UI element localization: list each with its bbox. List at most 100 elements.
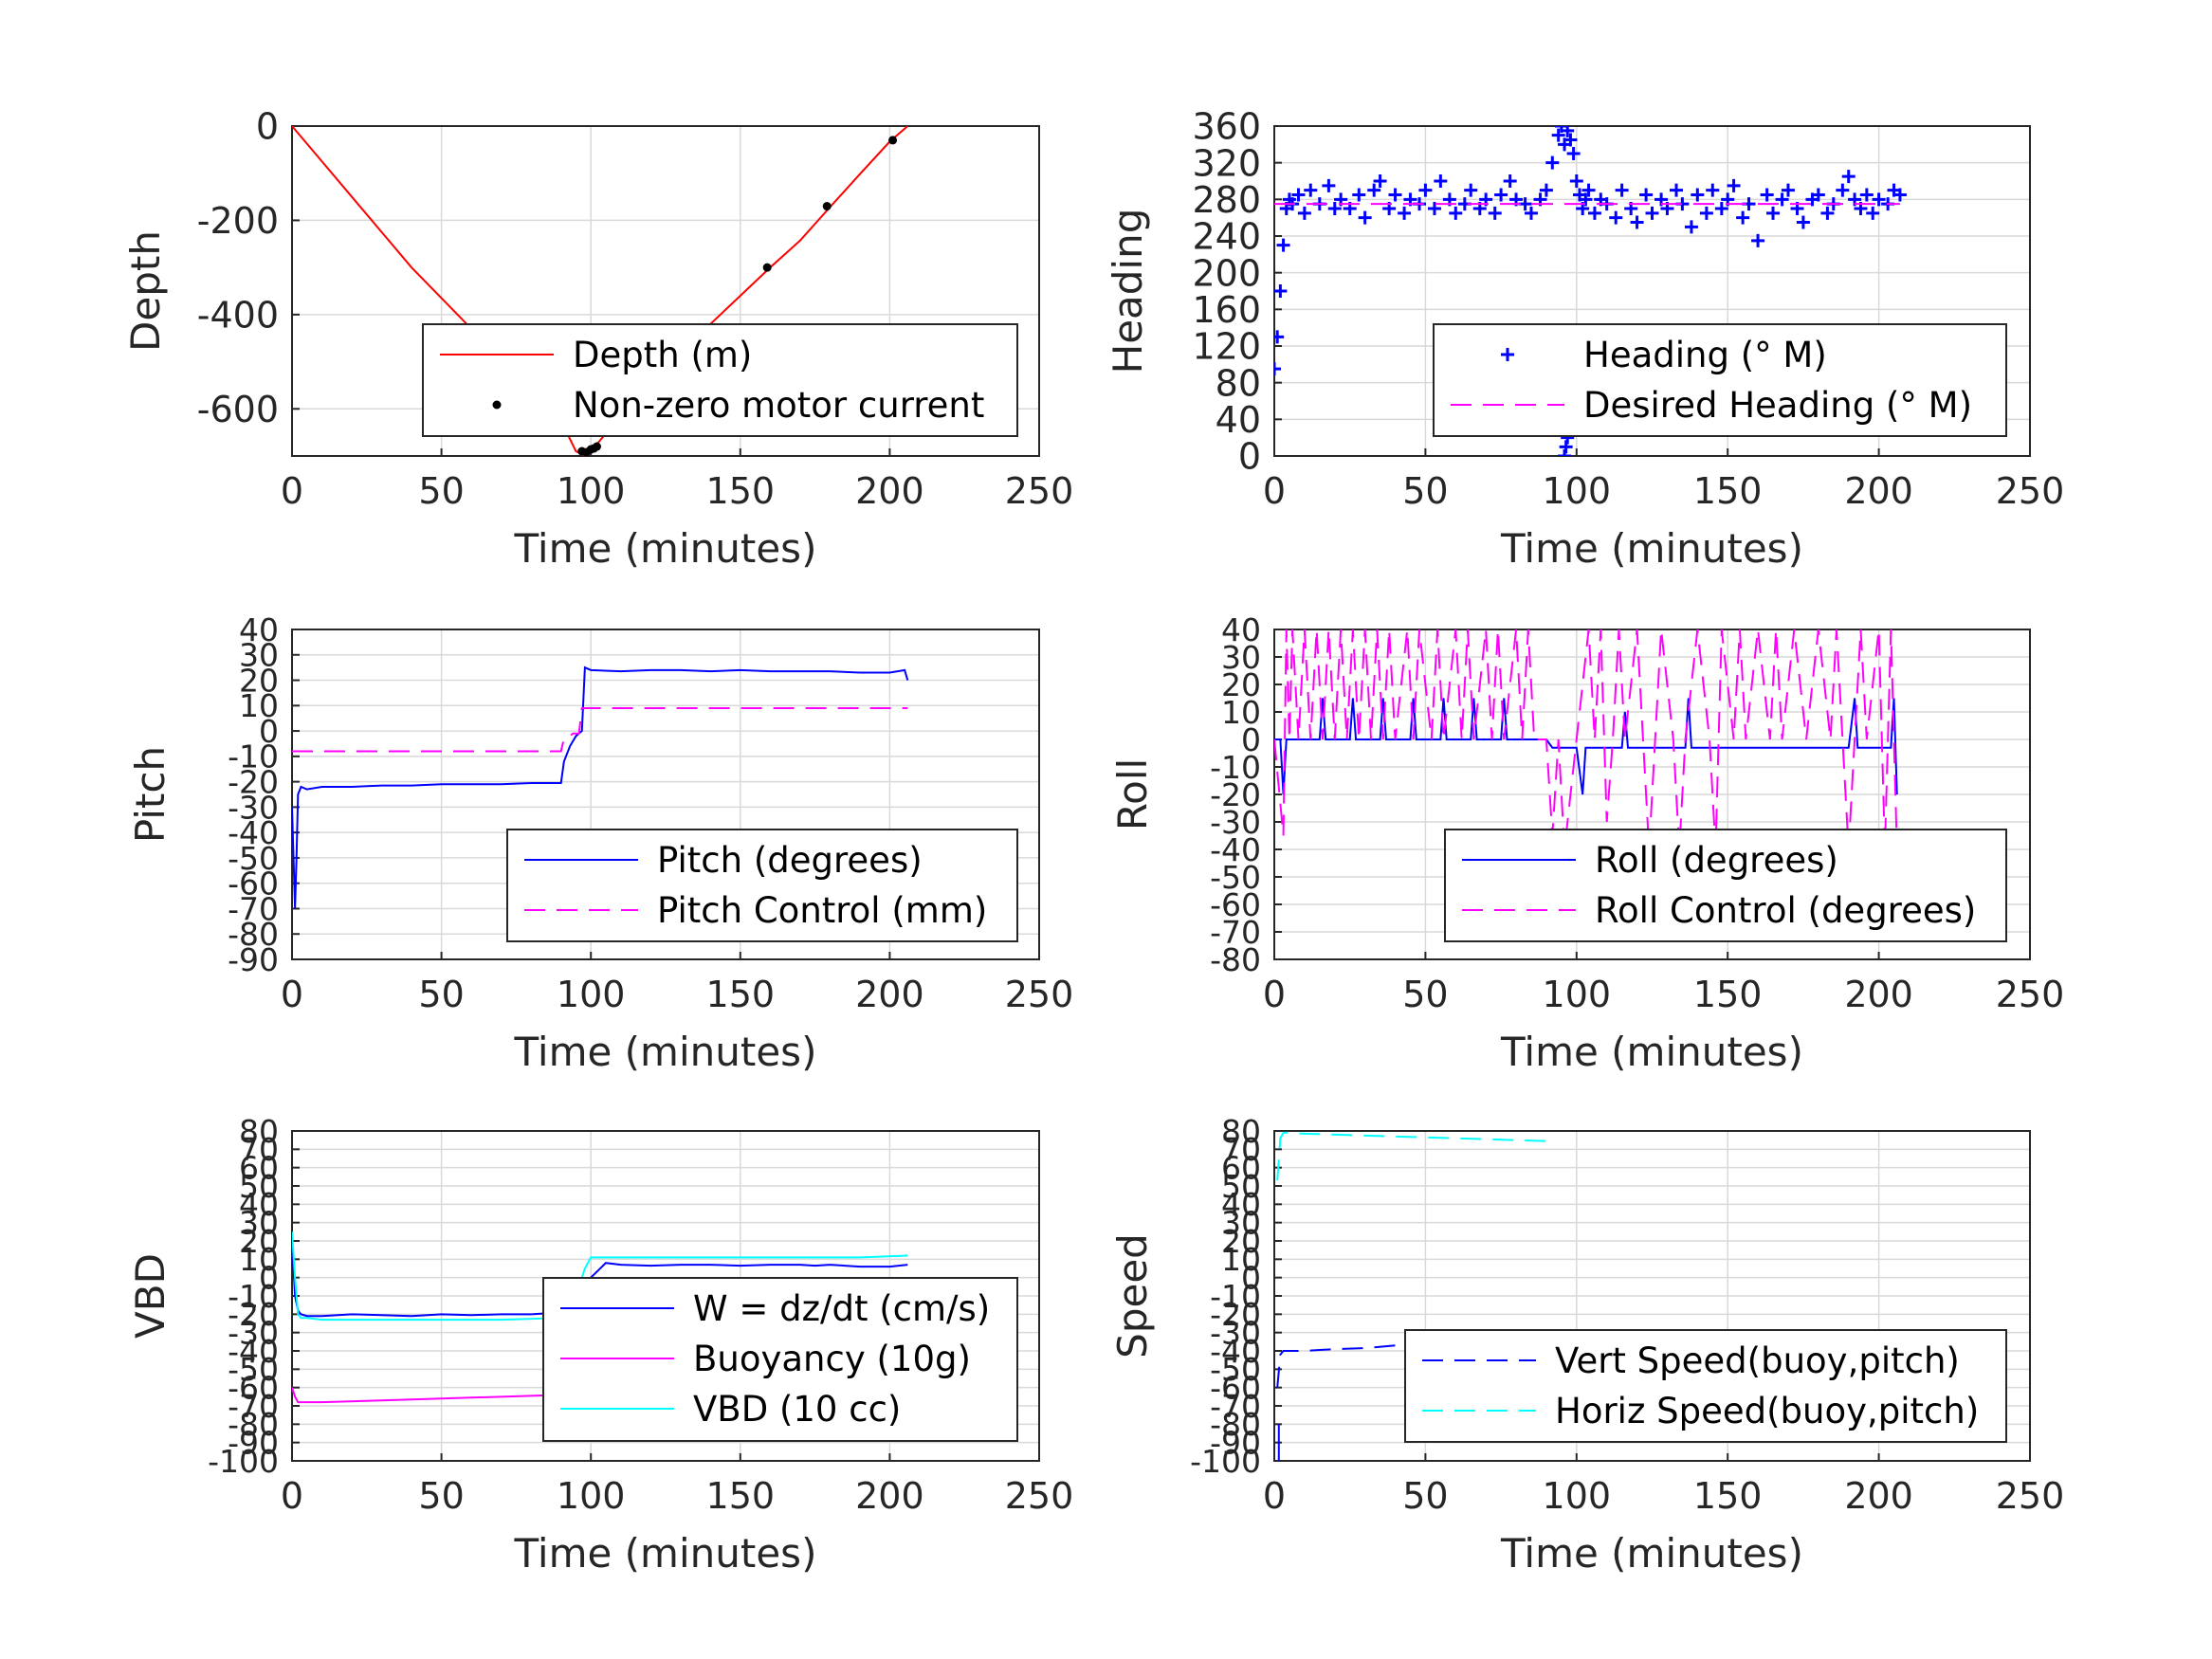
- x-tick-label: 250: [1005, 1475, 1074, 1517]
- y-tick-label: -50: [1210, 1351, 1261, 1388]
- legend-box: [1444, 829, 2007, 942]
- heading-m-point: [1503, 174, 1517, 188]
- x-tick-label: 100: [557, 974, 626, 1015]
- heading-m-point: [1820, 206, 1835, 220]
- y-tick-label: 20: [239, 1223, 279, 1260]
- x-tick-label: 0: [281, 1475, 303, 1517]
- heading-m-point: [1699, 206, 1713, 220]
- x-tick-label: 50: [1402, 1475, 1448, 1517]
- y-tick-label: 30: [1221, 1205, 1261, 1242]
- heading-m-point: [1464, 183, 1478, 197]
- non-zero-motor-current-point: [593, 442, 602, 451]
- heading-m-point: [1566, 147, 1581, 160]
- y-axis-label: Depth: [122, 230, 169, 352]
- heading-m-point: [1615, 183, 1629, 197]
- heading-m-point: [1609, 210, 1623, 225]
- legend-entry-label: Roll (degrees): [1595, 840, 1838, 881]
- heading-m-point: [1859, 188, 1874, 202]
- x-tick-label: 150: [1693, 470, 1763, 512]
- legend-entry-label: Heading (° M): [1583, 335, 1827, 375]
- y-tick-label: -90: [1210, 1425, 1261, 1462]
- legend-entry-label: Buoyancy (10g): [693, 1339, 971, 1379]
- y-tick-label: 10: [239, 687, 279, 724]
- heading-m-point: [1418, 183, 1433, 197]
- y-tick-label: -100: [1190, 1443, 1261, 1480]
- buoyancy-10g-line: [292, 1387, 561, 1404]
- y-tick-label: 60: [1221, 1150, 1261, 1187]
- heading-series-2-point: [1559, 440, 1573, 454]
- y-tick-label: 70: [239, 1131, 279, 1168]
- y-tick-label: 280: [1192, 179, 1261, 221]
- legend: Vert Speed(buoy,pitch) Horiz Speed(buoy,p…: [1404, 1329, 2007, 1443]
- legend-entry-label: Horiz Speed(buoy,pitch): [1555, 1391, 1979, 1431]
- heading-m-point: [1449, 206, 1463, 220]
- heading-m-point: [1581, 183, 1596, 197]
- heading-series-2-point: [1558, 449, 1572, 456]
- x-tick-label: 0: [281, 974, 303, 1015]
- heading-m-point: [1539, 183, 1553, 197]
- y-tick-label: 0: [259, 1260, 279, 1297]
- y-tick-label: -20: [228, 1296, 279, 1333]
- x-tick-label: 200: [855, 470, 924, 512]
- y-tick-label: -10: [1210, 1278, 1261, 1315]
- y-tick-label: -400: [197, 295, 279, 337]
- y-tick-label: 10: [1221, 1241, 1261, 1278]
- y-tick-label: 40: [1216, 399, 1261, 441]
- x-tick-label: 150: [1693, 974, 1763, 1015]
- heading-m-point: [1775, 192, 1789, 207]
- y-tick-label: 40: [239, 611, 279, 648]
- y-tick-label: 0: [256, 106, 279, 148]
- heading-m-point: [1388, 188, 1402, 202]
- heading-m-point: [1352, 188, 1366, 202]
- heading-m-point: [1811, 188, 1825, 202]
- y-tick-label: -50: [228, 1351, 279, 1388]
- y-axis-label: Heading: [1105, 209, 1151, 374]
- heading-m-point: [1796, 215, 1810, 229]
- y-tick-label: -30: [228, 789, 279, 826]
- heading-m-point: [1367, 183, 1381, 197]
- non-zero-motor-current-point: [822, 202, 832, 211]
- heading-m-point: [1691, 188, 1705, 202]
- x-axis-label: Time (minutes): [1500, 525, 1803, 572]
- heading-m-point: [1488, 206, 1502, 220]
- x-tick-label: 50: [418, 974, 464, 1015]
- y-tick-label: 70: [1221, 1131, 1261, 1168]
- y-tick-label: 30: [1221, 639, 1261, 676]
- y-tick-label: -10: [228, 1278, 279, 1315]
- series-group: [1274, 126, 1907, 456]
- y-tick-label: -80: [1210, 1406, 1261, 1443]
- x-tick-label: 50: [1402, 470, 1448, 512]
- heading-m-point: [1274, 284, 1288, 298]
- legend-entry-label: Pitch (degrees): [657, 840, 923, 881]
- heading-m-point: [1274, 362, 1281, 376]
- x-tick-label: 50: [1402, 974, 1448, 1015]
- series-group: [292, 665, 909, 909]
- y-tick-label: -40: [228, 1333, 279, 1370]
- axes-box: [291, 125, 1040, 457]
- legend: Roll (degrees) Roll Control (degrees): [1444, 829, 2007, 942]
- y-tick-label: 60: [239, 1150, 279, 1187]
- legend: Heading (° M) Desired Heading (° M): [1433, 323, 2007, 437]
- legend-entry-label: Depth (m): [573, 335, 752, 375]
- x-tick-label: 200: [1844, 470, 1913, 512]
- heading-m-point: [1327, 202, 1342, 215]
- y-axis-label: Roll: [1109, 758, 1156, 830]
- y-tick-label: -60: [1210, 1370, 1261, 1407]
- y-tick-label: -70: [228, 1388, 279, 1425]
- heading-m-point: [1545, 155, 1560, 170]
- pitch-chart: 0 50 100 150 200 250403020100-10-20-30-40-50-…: [127, 611, 1073, 1075]
- y-tick-label: -70: [1210, 1388, 1261, 1425]
- y-tick-label: -50: [228, 840, 279, 877]
- legend-box: [506, 829, 1018, 942]
- heading-m-point: [1866, 206, 1880, 220]
- heading-m-point: [1892, 188, 1907, 202]
- x-tick-label: 100: [1543, 974, 1612, 1015]
- x-tick-label: 100: [1543, 470, 1612, 512]
- heading-m-point: [1714, 202, 1728, 215]
- heading-m-point: [1751, 233, 1765, 247]
- heading-m-point: [1398, 206, 1412, 220]
- y-tick-label: -60: [228, 1370, 279, 1407]
- y-tick-label: -90: [228, 1425, 279, 1462]
- y-tick-label: -30: [1210, 1315, 1261, 1352]
